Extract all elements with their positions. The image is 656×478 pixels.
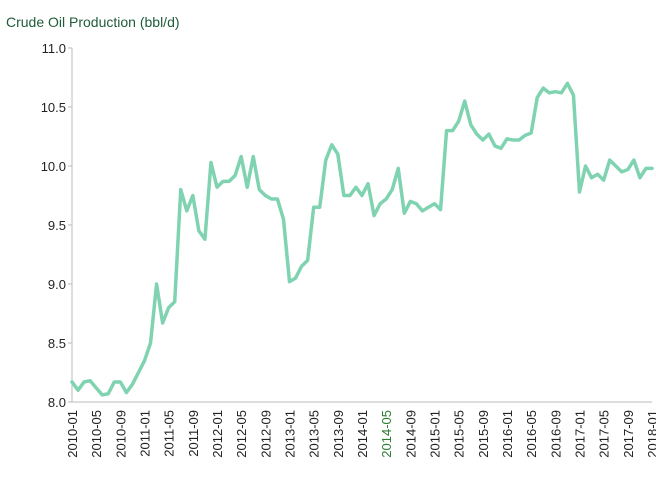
x-tick-label: 2014-05	[379, 410, 394, 458]
x-tick-label: 2015-01	[428, 410, 443, 458]
x-tick-label: 2013-05	[307, 410, 322, 458]
x-tick-label: 2012-01	[210, 410, 225, 458]
y-tick-label: 9.5	[48, 218, 66, 233]
chart-title: Crude Oil Production (bbl/d)	[6, 14, 180, 30]
y-tick-label: 10.0	[41, 159, 66, 174]
x-tick-label: 2012-09	[258, 410, 273, 458]
data-line	[70, 81, 654, 397]
x-tick-label: 2017-05	[597, 410, 612, 458]
x-tick-label: 2017-09	[621, 410, 636, 458]
x-tick-label: 2016-05	[524, 410, 539, 458]
y-tick-label: 11.0	[42, 41, 66, 56]
x-tick-label: 2016-09	[548, 410, 563, 458]
x-tick-label: 2012-05	[234, 410, 249, 458]
x-tick-label: 2016-01	[500, 410, 515, 458]
x-tick-label: 2013-01	[283, 410, 298, 458]
x-tick-label: 2011-09	[186, 410, 201, 457]
y-tick-label: 9.0	[48, 277, 66, 292]
x-tick-label: 2010-01	[65, 410, 80, 458]
x-tick-label: 2011-05	[162, 410, 177, 457]
x-tick-label: 2010-05	[89, 410, 104, 458]
x-tick-label: 2010-09	[113, 410, 128, 458]
x-tick-label: 2015-05	[452, 410, 467, 458]
x-tick-label: 2018-01	[645, 410, 656, 458]
x-tick-label: 2011-01	[138, 410, 153, 457]
y-tick-label: 8.0	[48, 395, 66, 410]
x-tick-label: 2014-01	[355, 410, 370, 458]
y-tick-label: 10.5	[41, 100, 66, 115]
x-tick-label: 2017-01	[573, 410, 588, 458]
x-tick-label: 2014-09	[403, 410, 418, 458]
x-tick-label: 2013-09	[331, 410, 346, 458]
x-tick-label: 2015-09	[476, 410, 491, 458]
y-tick-label: 8.5	[48, 336, 66, 351]
